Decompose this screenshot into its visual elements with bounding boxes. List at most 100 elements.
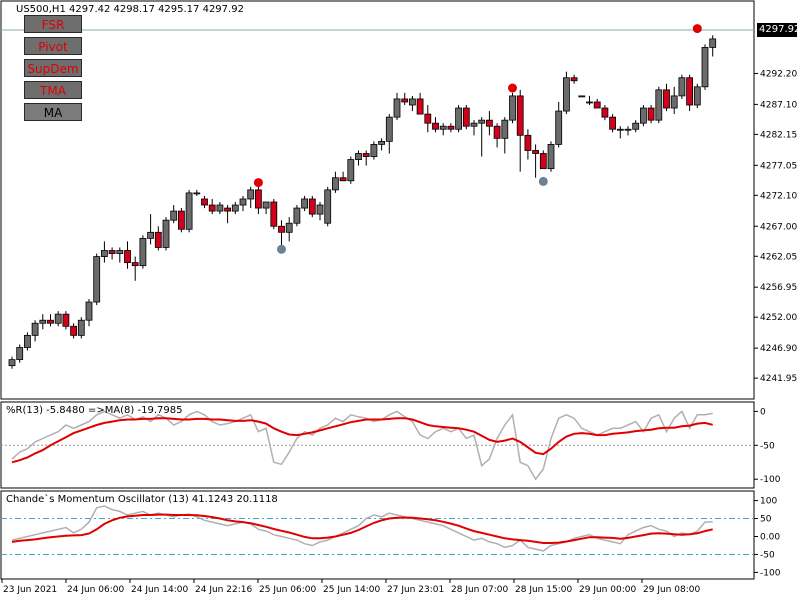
candle-body [147, 231, 155, 239]
fractal-up-dot [508, 83, 517, 93]
candle [509, 92, 516, 124]
candle [278, 220, 285, 248]
candle-body [8, 359, 16, 367]
candle [493, 123, 501, 148]
candle [216, 202, 224, 215]
candle [701, 44, 709, 90]
candle-body [609, 116, 616, 130]
candle [647, 105, 655, 124]
price-tick-label: 4272.10 [760, 191, 797, 201]
candle-body [616, 128, 624, 131]
candle-body [470, 122, 478, 127]
candle-body [439, 125, 447, 130]
candle [601, 105, 609, 121]
candle [193, 189, 201, 196]
candle [616, 126, 624, 139]
candle [185, 189, 193, 233]
candle-body [455, 107, 463, 130]
candle [408, 95, 416, 112]
candle [254, 183, 262, 215]
time-tick-label: 27 Jun 23:01 [387, 585, 444, 595]
candle-body [493, 125, 501, 139]
candle-body [124, 250, 131, 264]
fractal-down-dot [538, 176, 548, 186]
supdem-button[interactable]: SupDem [24, 59, 82, 77]
candle-body [686, 77, 693, 106]
candle-body [578, 95, 586, 98]
osc-tick-label: 0.00 [760, 533, 780, 543]
candle-body [85, 301, 93, 321]
ma-button[interactable]: MA [24, 103, 82, 121]
price-tick-label: 4262.05 [760, 252, 797, 262]
candle-body [23, 334, 31, 348]
candle [355, 150, 362, 166]
pivot-button[interactable]: Pivot [24, 37, 82, 55]
time-tick-label: 25 Jun 06:00 [259, 585, 316, 595]
candle-body [193, 192, 201, 195]
candle-body [485, 119, 493, 127]
candle [470, 120, 478, 136]
candle-body [347, 159, 355, 182]
price-tick-label: 4252.00 [760, 313, 797, 323]
candle-body [524, 134, 532, 151]
candle [62, 311, 70, 330]
candle [362, 150, 370, 166]
chande-label: Chande`s Momentum Oscillator (13) 41.124… [6, 494, 278, 505]
candle [301, 195, 309, 212]
candle [316, 202, 324, 221]
candle-body [331, 177, 339, 191]
tma-button[interactable]: TMA [24, 81, 82, 99]
candle-body [555, 110, 563, 145]
candle-body [416, 98, 424, 115]
candle [170, 205, 178, 224]
price-tick-label: 4246.90 [760, 344, 797, 354]
candle-body [139, 237, 147, 267]
candle-body [247, 189, 255, 200]
time-tick-label: 23 Jun 2021 [3, 585, 57, 595]
candle-body [601, 107, 609, 118]
price-tick-label: 4241.95 [760, 374, 797, 384]
candle-body [593, 101, 601, 109]
candle [201, 195, 208, 209]
candle-body [693, 86, 701, 106]
candle-body [131, 262, 139, 267]
candle-body [154, 231, 162, 248]
candle-body [447, 125, 455, 130]
candle [524, 129, 532, 160]
candle-body [385, 116, 393, 142]
candle [124, 241, 131, 269]
candle-body [424, 113, 432, 124]
candle-body [293, 207, 301, 224]
candle [154, 226, 162, 251]
osc-tick-label: 100 [760, 497, 777, 507]
price-tick-label: 4282.15 [760, 130, 797, 140]
candle-body [432, 122, 439, 130]
candle [416, 92, 424, 115]
candle [208, 198, 216, 215]
candle-body [101, 250, 108, 257]
candle [678, 74, 686, 99]
fractal-up-dot [692, 24, 702, 34]
candle [308, 195, 316, 218]
williams-r-label: %R(13) -5.8480 =>MA(8) -19.7985 [6, 405, 183, 416]
candle-body [208, 204, 216, 212]
candle [563, 71, 570, 115]
candle [640, 105, 647, 127]
candle [262, 201, 270, 215]
candle-body [170, 210, 178, 221]
candle [478, 117, 486, 157]
williams-r-lines [1, 410, 754, 481]
candle-body [663, 89, 670, 109]
candle-body [231, 204, 239, 212]
candle-body [539, 153, 547, 170]
osc-tick-label: -50 [760, 441, 775, 451]
candle [378, 138, 386, 151]
candle [370, 141, 378, 160]
candle-body [216, 204, 224, 212]
candle-body [254, 189, 262, 209]
candle-body [177, 210, 185, 230]
candle-body [401, 98, 409, 103]
candle-body [308, 198, 316, 215]
fsr-button[interactable]: FSR [24, 15, 82, 33]
